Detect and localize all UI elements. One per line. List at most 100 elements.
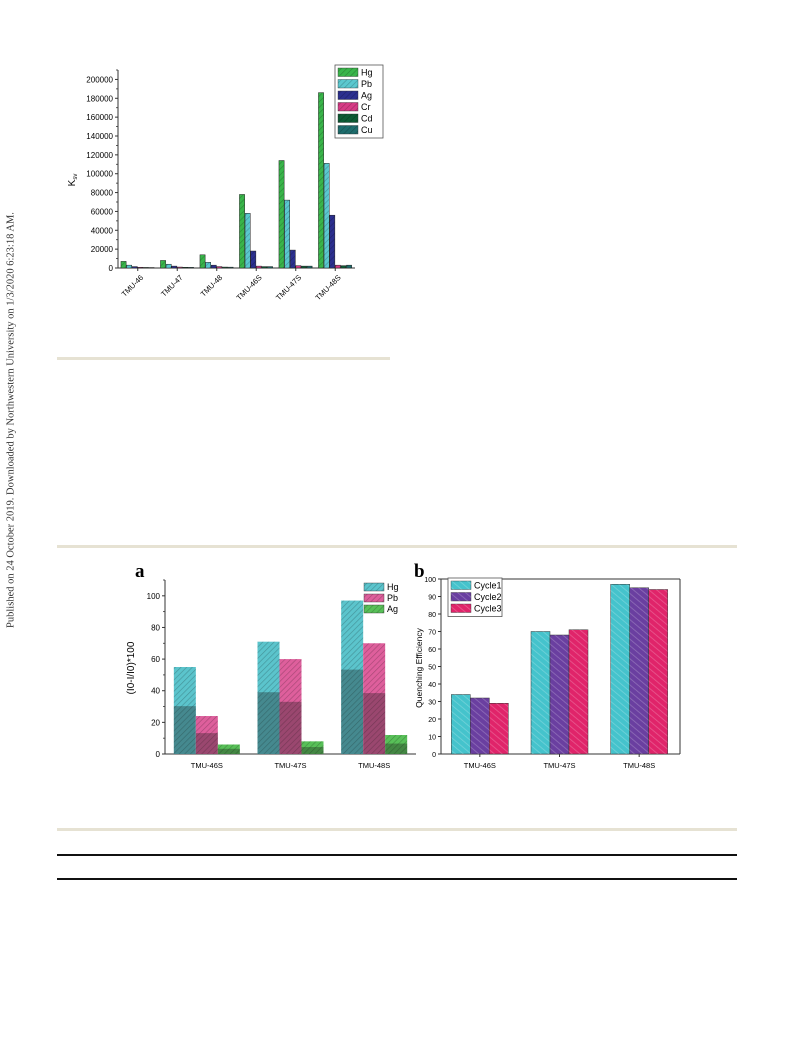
legend-item-hg: Hg (363, 582, 399, 592)
bars-group (120, 92, 352, 269)
table-rule-top (57, 854, 737, 856)
bar-hg-tmu-47s (278, 160, 285, 269)
bar-cycle1-tmu-47s (530, 631, 551, 755)
y-tick-label: 80000 (91, 189, 114, 198)
bar-ag-tmu-47s (301, 741, 324, 754)
y-tick-label: 140000 (86, 132, 113, 141)
bar-hg-tmu-47s (257, 641, 280, 754)
svg-text:Hg: Hg (387, 582, 399, 592)
legend-item-cu: Cu (337, 125, 373, 135)
x-tick-label: TMU-47S (274, 761, 306, 770)
bar-pb-tmu-46 (126, 264, 133, 269)
bar-cycle3-tmu-47s (568, 629, 589, 755)
bar-pb-tmu-48s (323, 163, 330, 269)
y-tick-label: 40000 (91, 226, 114, 235)
bar-pb-tmu-47s (284, 199, 291, 269)
legend-item-cd: Cd (337, 114, 373, 124)
bar-ag-tmu-46 (131, 266, 138, 269)
divider-middle (57, 545, 737, 548)
panel-a-label: a (135, 561, 145, 582)
bar-cycle3-tmu-46s (489, 703, 509, 755)
y-tick-label: 100 (147, 592, 161, 601)
x-tick-label: TMU-46S (235, 273, 264, 302)
download-notice-margin: Published on 24 October 2019. Downloaded… (0, 0, 22, 1039)
bar-cu-tmu-46s (267, 266, 273, 269)
bar-pb-tmu-46s (244, 213, 251, 269)
x-tick-label: TMU-46S (191, 761, 223, 770)
x-tick-label: TMU-47 (159, 273, 185, 299)
svg-text:Ag: Ag (361, 91, 372, 101)
bar-ag-tmu-47s (289, 249, 296, 269)
y-tick-label: 100000 (86, 170, 113, 179)
chart-ksv: 0 20000 40000 60000 80000 100000 120000 140000 1… (67, 64, 384, 302)
download-notice: Published on 24 October 2019. Downloaded… (5, 212, 17, 628)
x-tick-label: TMU-46 (120, 273, 146, 299)
x-axis-group: TMU-46 TMU-47 TMU-48 TMU-46S TMU-47S TMU-48S (118, 267, 355, 302)
y-tick-label: 200000 (86, 75, 113, 84)
legend-item-hg: Hg (337, 68, 373, 78)
svg-text:Cycle3: Cycle3 (474, 604, 502, 614)
svg-text:Cycle2: Cycle2 (474, 592, 502, 602)
bar-cr-tmu-46 (137, 266, 144, 269)
y-tick-label: 80 (151, 623, 160, 632)
legend-item-ag: Ag (337, 91, 372, 101)
bar-ag-tmu-46s (250, 250, 257, 269)
bar-cd-tmu-48 (222, 266, 228, 269)
y-tick-label: 20000 (91, 245, 114, 254)
divider-bottom (57, 828, 737, 831)
bar-cd-tmu-46 (143, 267, 149, 269)
y-tick-label: 40 (428, 682, 436, 689)
x-tick-label: TMU-48S (358, 761, 390, 770)
y-axis-group: 0 20000 40000 60000 80000 100000 120000 140000 1… (86, 69, 119, 273)
bar-cd-tmu-48s (340, 265, 347, 269)
y-tick-label: 20 (151, 718, 160, 727)
y-tick-label: 50 (428, 665, 436, 672)
legend-item-ag: Ag (363, 604, 398, 614)
y-tick-label: 60000 (91, 207, 114, 216)
y-tick-label: 20 (428, 717, 436, 724)
y-axis-label: Ksv (67, 174, 79, 187)
bar-cu-tmu-48s (346, 264, 352, 269)
bar-ag-tmu-47 (171, 265, 178, 269)
bar-cycle2-tmu-48s (629, 587, 649, 755)
bar-hg-tmu-48 (199, 254, 206, 269)
svg-text:Pb: Pb (361, 79, 372, 89)
y-axis-label-a: (I0-I/I0)*100 (126, 641, 137, 694)
y-tick-label: 180000 (86, 94, 113, 103)
x-tick-label: TMU-48S (623, 761, 655, 770)
bar-cd-tmu-47s (301, 265, 307, 269)
y-tick-label: 160000 (86, 113, 113, 122)
divider-top (57, 357, 390, 360)
bar-cycle1-tmu-48s (610, 584, 630, 755)
chart-panel-b: b 0 10 20 30 40 50 60 70 80 90 100 TMU-46S TMU-47S TM… (414, 561, 681, 770)
y-tick-label: 10 (428, 735, 436, 742)
y-tick-label: 90 (428, 595, 436, 602)
bar-cycle3-tmu-48s (648, 589, 668, 755)
bar-cycle2-tmu-46s (470, 697, 490, 755)
y-tick-label: 80 (428, 612, 436, 619)
legend-item-cr: Cr (337, 102, 371, 112)
y-tick-label: 40 (151, 687, 160, 696)
bar-hg-tmu-48s (341, 600, 364, 754)
bar-ag-tmu-48 (210, 264, 217, 269)
x-tick-label: TMU-47S (543, 761, 575, 770)
y-tick-label: 30 (428, 700, 436, 707)
bar-pb-tmu-48s (363, 643, 386, 754)
bar-ag-tmu-48s (385, 735, 408, 754)
table-rule-bottom (57, 878, 737, 880)
bar-cycle1-tmu-46s (451, 694, 471, 755)
y-tick-label: 60 (151, 655, 160, 664)
bar-pb-tmu-47s (279, 659, 302, 754)
bar-ag-tmu-48s (329, 214, 336, 269)
bar-cd-tmu-47 (182, 266, 189, 269)
x-tick-label: TMU-47S (274, 273, 303, 302)
y-tick-label: 60 (428, 647, 436, 654)
y-axis-label-b: Quenching Efficiency (414, 627, 424, 707)
bar-cr-tmu-47 (177, 266, 183, 269)
x-tick-label: TMU-46S (464, 761, 496, 770)
y-tick-label: 0 (109, 264, 114, 273)
svg-text:Cu: Cu (361, 125, 373, 135)
bar-cr-tmu-47s (295, 265, 302, 269)
